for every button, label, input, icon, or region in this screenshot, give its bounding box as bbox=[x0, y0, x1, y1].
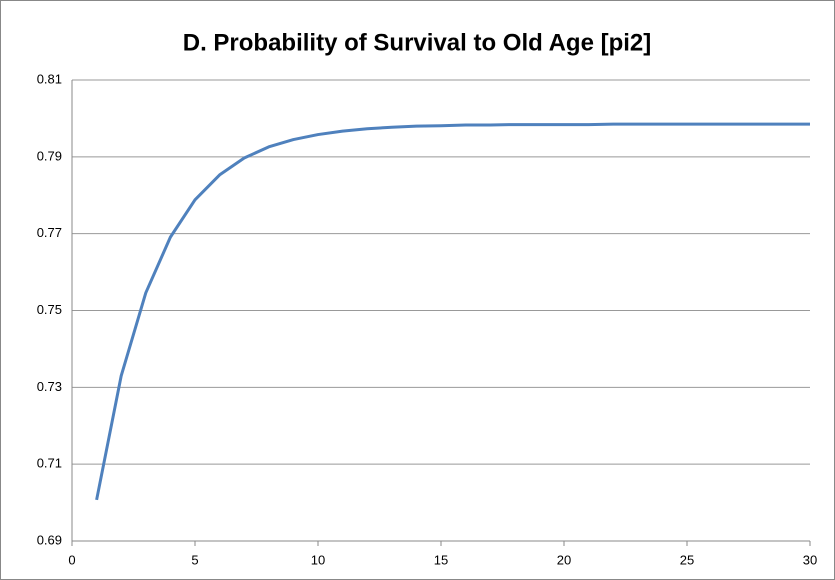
x-tick-label: 30 bbox=[803, 552, 817, 567]
y-tick-label: 0.81 bbox=[37, 71, 62, 86]
x-tick-label: 15 bbox=[434, 552, 448, 567]
y-tick-label: 0.75 bbox=[37, 302, 62, 317]
y-tick-label: 0.79 bbox=[37, 148, 62, 163]
chart-title: D. Probability of Survival to Old Age [p… bbox=[183, 29, 652, 56]
x-tick-label: 20 bbox=[557, 552, 571, 567]
y-tick-label: 0.73 bbox=[37, 379, 62, 394]
y-tick-label: 0.69 bbox=[37, 532, 62, 547]
x-tick-label: 5 bbox=[191, 552, 198, 567]
line-series bbox=[95, 122, 810, 501]
y-tick-label: 0.71 bbox=[37, 456, 62, 471]
x-tick-label: 0 bbox=[68, 552, 75, 567]
y-tick-label: 0.77 bbox=[37, 225, 62, 240]
x-tick-label: 10 bbox=[311, 552, 325, 567]
x-tick-label: 25 bbox=[680, 552, 694, 567]
